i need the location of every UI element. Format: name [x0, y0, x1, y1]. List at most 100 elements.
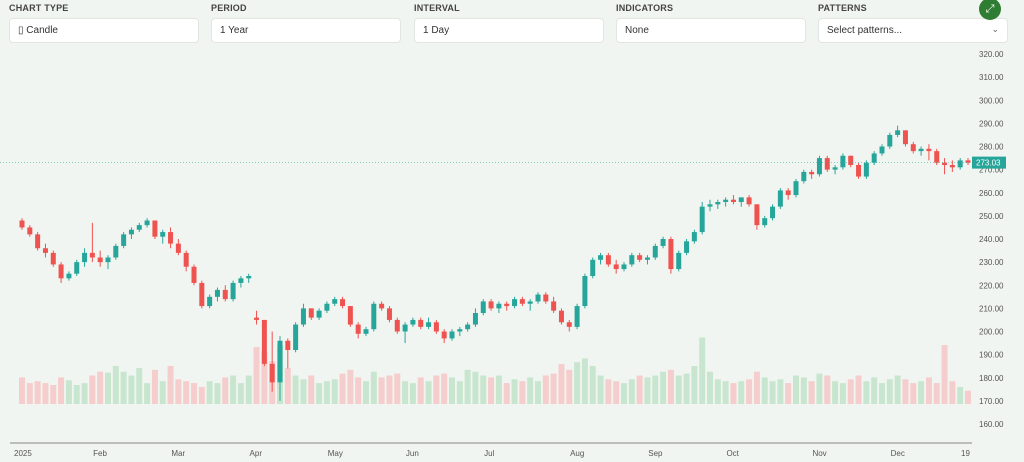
candle-body: [254, 317, 260, 320]
candle-body: [121, 234, 127, 246]
candle-body: [801, 171, 807, 182]
candle-body: [848, 155, 854, 165]
interval-select[interactable]: 1 Day: [414, 18, 604, 43]
volume-bar: [832, 381, 839, 404]
y-tick-label: 240.00: [979, 235, 1004, 244]
candle-body: [840, 155, 846, 168]
candle-body: [879, 146, 885, 154]
y-tick-label: 230.00: [979, 258, 1004, 267]
chart-type-value: Candle: [26, 25, 58, 36]
candle-body: [598, 255, 604, 260]
volume-bar: [527, 377, 534, 404]
volume-bar: [965, 390, 971, 404]
volume-bar: [730, 383, 737, 404]
candle-body: [605, 255, 611, 265]
candle-body: [644, 257, 650, 260]
volume-bar: [589, 366, 596, 404]
y-tick-label: 260.00: [979, 189, 1004, 198]
patterns-select[interactable]: Select patterns... ⌄: [818, 18, 1008, 43]
volume-bar: [925, 377, 932, 404]
volume-bar: [777, 379, 784, 404]
candle-body: [910, 144, 916, 152]
chart-type-label: CHART TYPE: [9, 3, 69, 13]
volume-bar: [933, 383, 940, 404]
indicators-select[interactable]: None: [616, 18, 806, 43]
candle-body: [652, 245, 658, 258]
volume-bar: [105, 372, 111, 404]
volume-bar: [323, 381, 330, 404]
volume-bar: [574, 362, 581, 404]
x-tick-label: Aug: [570, 449, 584, 458]
candle-body: [457, 329, 463, 332]
volume-bar: [230, 375, 237, 404]
candle-body: [168, 232, 174, 244]
candle-body: [355, 324, 361, 334]
candle-body: [934, 151, 940, 163]
volume-bar: [902, 379, 909, 404]
volume-bar: [918, 381, 925, 404]
candle-body: [371, 303, 377, 330]
candle-body: [504, 303, 510, 307]
volume-bar: [50, 385, 57, 404]
volume-bar: [151, 369, 158, 404]
candle-body: [238, 278, 244, 283]
candle-body: [691, 232, 697, 242]
candle-body: [488, 301, 494, 309]
candle-body: [386, 308, 392, 320]
volume-bar: [441, 373, 448, 404]
candle-body: [214, 289, 220, 297]
candle-body: [684, 241, 690, 253]
y-tick-label: 320.00: [979, 50, 1004, 59]
y-tick-label: 290.00: [979, 119, 1004, 128]
period-select[interactable]: 1 Year: [211, 18, 401, 43]
volume-bar: [73, 385, 80, 404]
candle-body: [512, 299, 518, 307]
y-tick-label: 270.00: [979, 166, 1004, 175]
volume-bar: [292, 375, 299, 404]
volume-bar: [175, 379, 182, 404]
volume-bar: [58, 377, 65, 404]
period-label: PERIOD: [211, 3, 247, 13]
chart-type-select[interactable]: ▯ Candle: [9, 18, 199, 43]
candle-body: [926, 148, 932, 152]
volume-bar: [386, 375, 393, 404]
candle-icon: ▯: [18, 25, 24, 36]
volume-bar: [331, 379, 338, 404]
candle-body: [113, 245, 119, 258]
candle-body: [574, 306, 580, 327]
candle-body: [308, 308, 314, 318]
volume-bar: [581, 358, 588, 404]
candle-body: [183, 252, 189, 267]
volume-bar: [112, 366, 119, 404]
volume-bar: [449, 377, 455, 404]
volume-bar: [433, 375, 440, 404]
x-tick-label: Nov: [812, 449, 826, 458]
candle-body: [957, 160, 963, 168]
y-tick-label: 220.00: [979, 281, 1004, 290]
expand-icon[interactable]: ⤢: [979, 0, 1001, 20]
volume-bar: [480, 375, 487, 404]
candle-body: [160, 232, 166, 237]
volume-bar: [597, 375, 604, 404]
interval-label: INTERVAL: [414, 3, 460, 13]
candle-body: [707, 204, 713, 207]
candle-body: [730, 199, 736, 202]
x-tick-label: Oct: [726, 449, 739, 458]
volume-bar: [370, 371, 377, 404]
candle-body: [58, 264, 64, 279]
candle-body: [316, 310, 322, 318]
candle-body: [895, 130, 901, 135]
candle-body: [207, 296, 213, 307]
candle-body: [97, 257, 103, 263]
volume-bar: [699, 337, 706, 404]
candle-body: [613, 264, 619, 270]
candle-body: [754, 204, 760, 226]
volume-bar: [652, 375, 659, 404]
y-tick-label: 300.00: [979, 96, 1004, 105]
volume-bar: [198, 386, 205, 404]
volume-bar: [253, 347, 260, 404]
volume-bar: [19, 377, 25, 404]
volume-bar: [183, 381, 190, 404]
volume-bar: [308, 375, 315, 404]
